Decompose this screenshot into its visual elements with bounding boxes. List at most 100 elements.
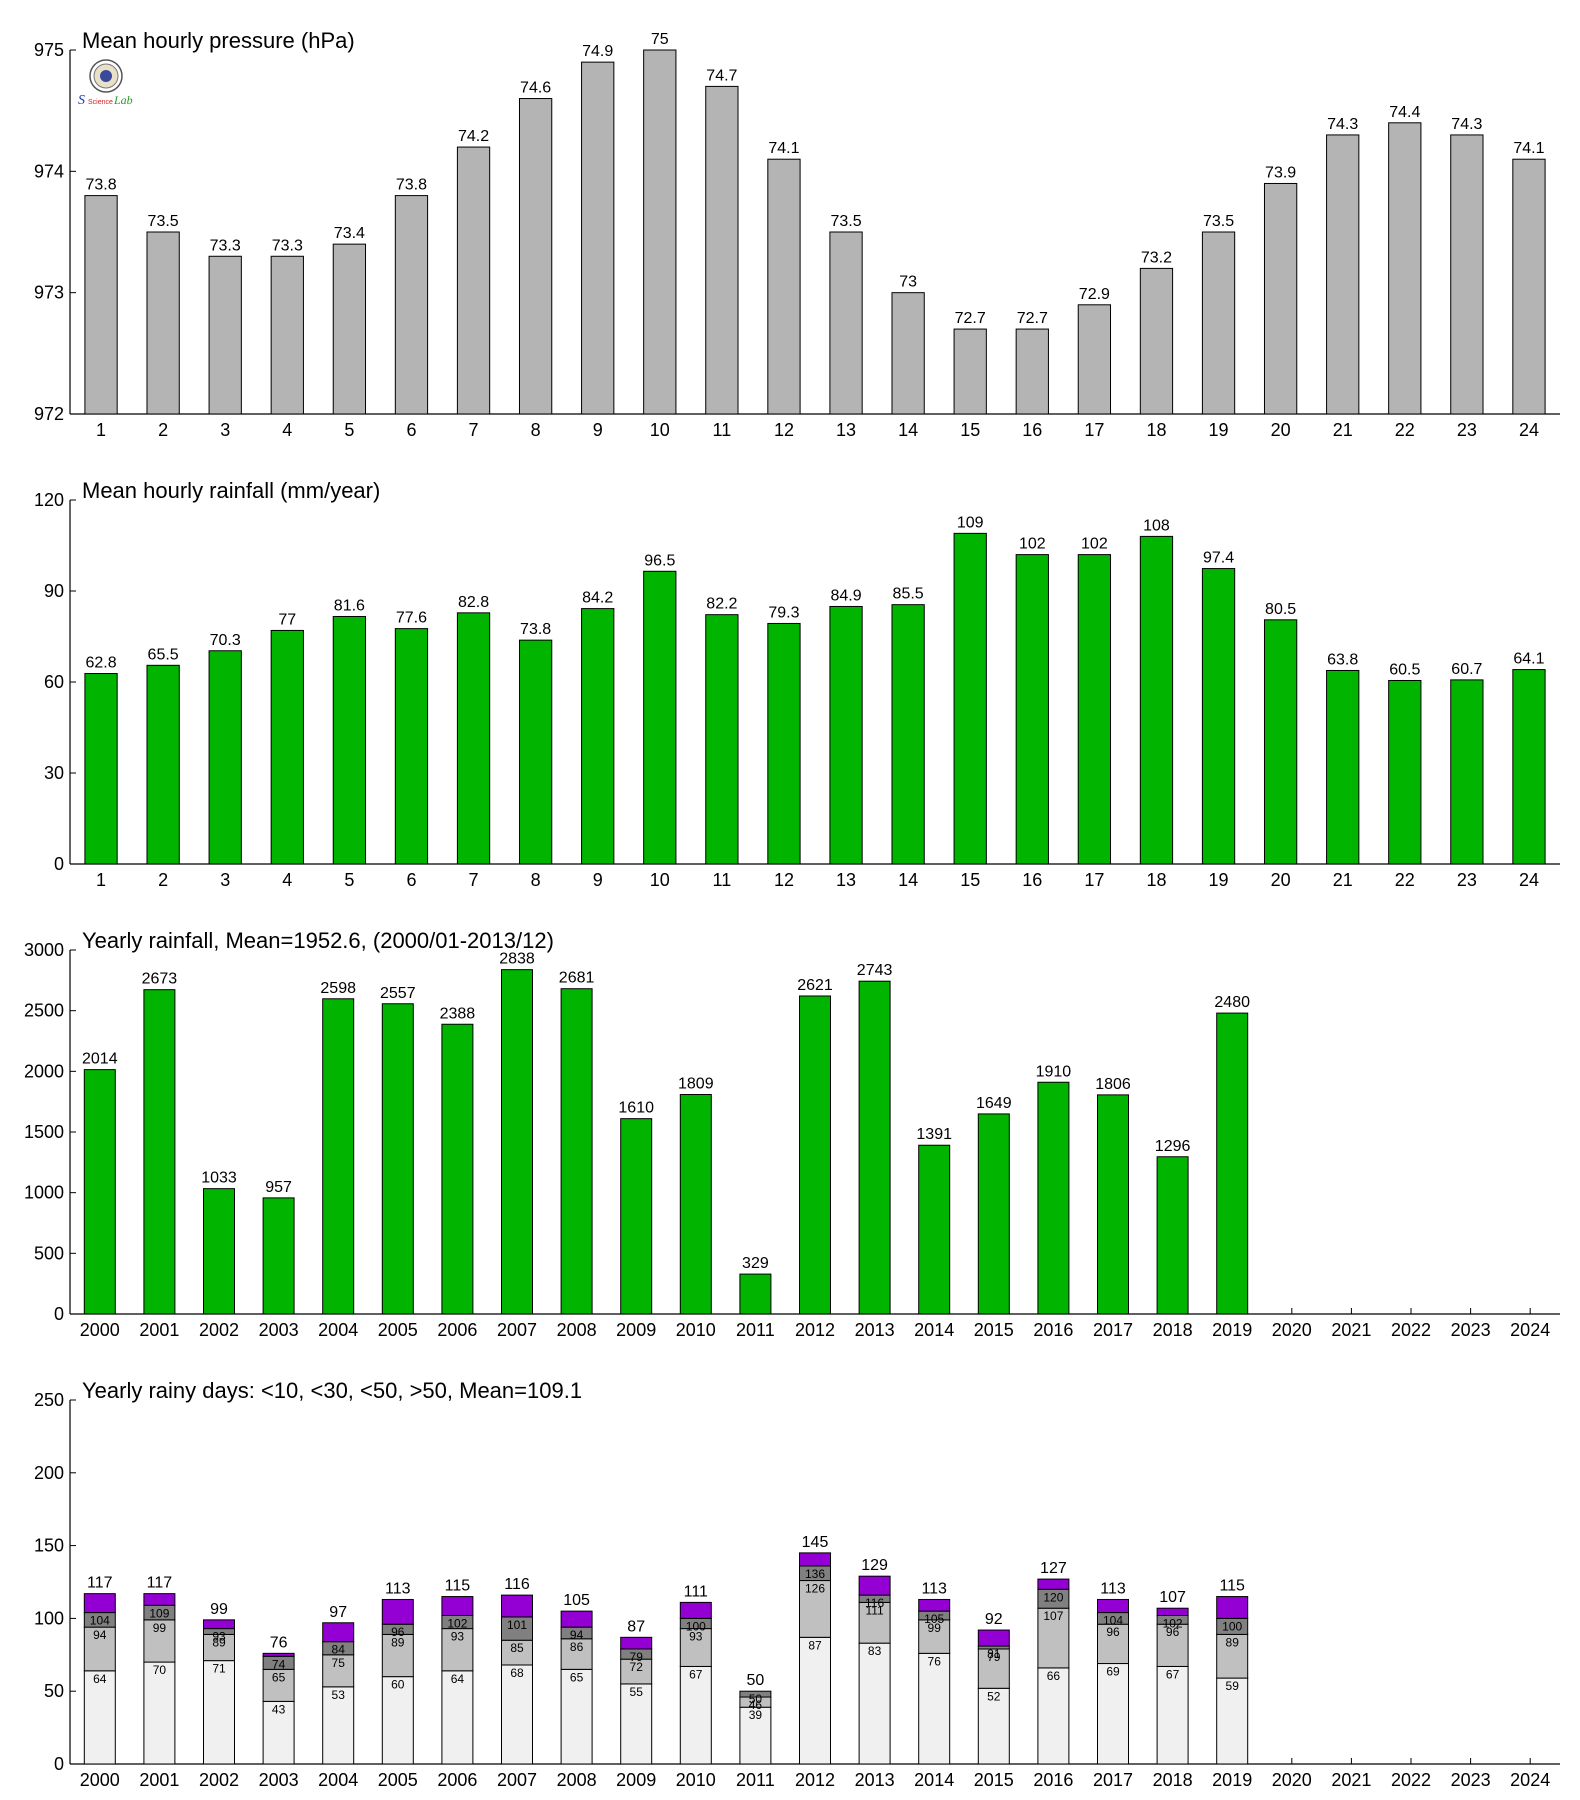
data-label: 1910	[1036, 1063, 1072, 1080]
x-tick-label: 2021	[1331, 1770, 1371, 1790]
bar	[394, 628, 429, 865]
segment-label: 126	[805, 1582, 825, 1596]
data-label: 73.3	[272, 237, 303, 254]
stack-segment	[381, 1598, 414, 1625]
data-label: 2681	[559, 970, 595, 987]
data-label: 92	[985, 1611, 1003, 1628]
x-tick-label: 18	[1146, 420, 1166, 440]
x-tick-label: 1	[96, 870, 106, 890]
segment-label: 67	[1166, 1667, 1180, 1681]
x-tick-label: 2015	[974, 1770, 1014, 1790]
stack-segment	[620, 1683, 653, 1765]
data-label: 76	[270, 1634, 288, 1651]
stack-segment	[1216, 1596, 1249, 1619]
bar	[581, 61, 615, 415]
segment-label: 96	[1106, 1625, 1120, 1639]
x-tick-label: 2004	[318, 1320, 358, 1340]
stack-segment	[799, 1552, 831, 1567]
x-tick-label: 16	[1022, 870, 1042, 890]
x-tick-label: 5	[344, 870, 354, 890]
segment-label: 71	[212, 1662, 226, 1676]
data-label: 73.5	[1203, 213, 1234, 230]
x-tick-label: 2023	[1451, 1320, 1491, 1340]
y-tick-label: 1000	[24, 1183, 64, 1203]
segment-label: 94	[570, 1628, 584, 1642]
segment-label: 107	[1043, 1609, 1063, 1623]
stack-segment	[501, 1664, 533, 1765]
data-label: 2598	[320, 980, 356, 997]
data-label: 72.7	[955, 310, 986, 327]
bar	[1512, 158, 1546, 415]
data-label: 62.8	[85, 655, 116, 672]
segment-label: 60	[391, 1678, 405, 1692]
segment-label: 96	[1166, 1625, 1180, 1639]
segment-label: 68	[510, 1666, 524, 1680]
x-tick-label: 2010	[676, 1320, 716, 1340]
stack-segment	[560, 1610, 593, 1628]
data-label: 117	[87, 1575, 113, 1592]
y-tick-label: 0	[54, 1304, 64, 1324]
stack-segment	[1216, 1677, 1249, 1765]
bar	[1156, 1156, 1189, 1315]
stack-segment	[262, 1668, 295, 1702]
bar	[1512, 669, 1546, 865]
data-label: 105	[563, 1592, 590, 1609]
data-label: 74.7	[706, 67, 737, 84]
x-tick-label: 19	[1209, 420, 1229, 440]
data-label: 99	[210, 1601, 228, 1618]
segment-label: 109	[149, 1606, 169, 1620]
segment-label: 104	[1103, 1614, 1123, 1628]
data-label: 109	[957, 514, 984, 531]
segment-label: 70	[153, 1663, 167, 1677]
bar	[332, 615, 367, 865]
data-label: 74.3	[1451, 116, 1482, 133]
x-tick-label: 2008	[557, 1770, 597, 1790]
bar	[1263, 182, 1298, 415]
segment-label: 46	[749, 1698, 763, 1712]
y-tick-label: 2000	[24, 1061, 64, 1081]
bar	[739, 1273, 772, 1315]
x-tick-label: 2	[158, 420, 168, 440]
x-tick-label: 13	[836, 420, 856, 440]
x-tick-label: 9	[593, 870, 603, 890]
x-tick-label: 21	[1333, 870, 1353, 890]
stack-segment	[679, 1628, 712, 1667]
bar	[332, 243, 367, 415]
data-label: 113	[385, 1580, 411, 1597]
x-tick-label: 20	[1271, 870, 1291, 890]
x-tick-label: 2	[158, 870, 168, 890]
bar	[456, 612, 491, 865]
data-label: 74.2	[458, 128, 489, 145]
data-label: 79.3	[768, 604, 799, 621]
x-tick-label: 3	[220, 870, 230, 890]
segment-label: 85	[510, 1641, 524, 1655]
data-label: 84.2	[582, 590, 613, 607]
data-label: 81.6	[334, 597, 365, 614]
data-label: 60.5	[1389, 661, 1420, 678]
bar	[799, 995, 831, 1315]
x-tick-label: 2006	[437, 1320, 477, 1340]
data-label: 74.4	[1389, 104, 1420, 121]
x-tick-label: 4	[282, 870, 292, 890]
stack-segment	[679, 1601, 712, 1619]
x-tick-label: 2017	[1093, 1320, 1133, 1340]
data-label: 73.8	[85, 177, 116, 194]
segment-label: 55	[630, 1685, 644, 1699]
x-tick-label: 2018	[1153, 1320, 1193, 1340]
data-label: 2014	[82, 1051, 118, 1068]
stack-segment	[83, 1593, 116, 1614]
stack-segment	[1216, 1633, 1249, 1679]
x-tick-label: 2000	[80, 1320, 120, 1340]
x-tick-label: 12	[774, 870, 794, 890]
x-tick-label: 2018	[1153, 1770, 1193, 1790]
data-label: 145	[802, 1534, 829, 1551]
bar	[441, 1023, 474, 1315]
data-label: 1296	[1155, 1138, 1191, 1155]
x-tick-label: 2005	[378, 1770, 418, 1790]
bar	[518, 98, 553, 415]
segment-label: 64	[93, 1672, 107, 1686]
x-tick-label: 8	[531, 420, 541, 440]
stack-segment	[143, 1593, 176, 1606]
segment-label: 43	[272, 1702, 286, 1716]
stack-segment	[441, 1596, 474, 1616]
